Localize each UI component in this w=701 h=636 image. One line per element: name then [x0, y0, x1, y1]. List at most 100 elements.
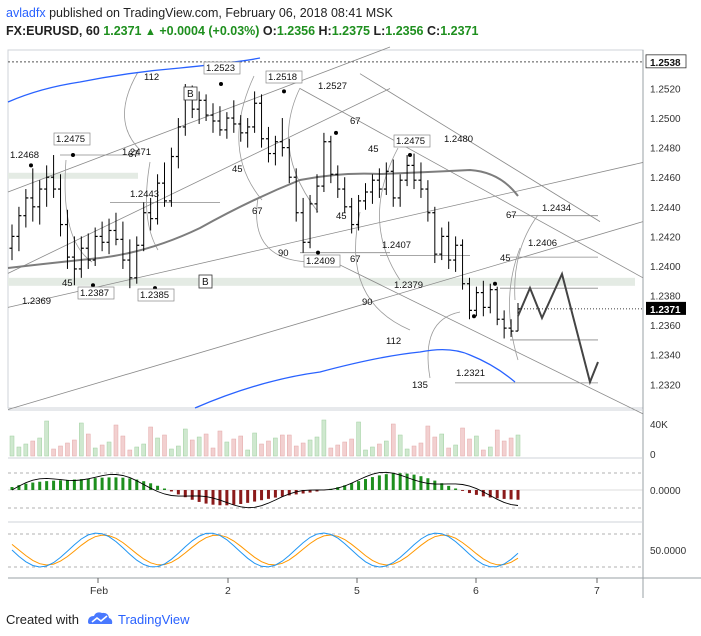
price-label: 1.2523 — [206, 63, 235, 74]
price-label: 1.2321 — [456, 368, 485, 379]
volume-bar — [127, 449, 133, 457]
angle-label: 135 — [412, 380, 428, 391]
macd-bar — [93, 478, 97, 490]
macd-bar — [419, 476, 423, 490]
angle-label: 45 — [500, 253, 511, 264]
volume-bar — [141, 443, 146, 457]
price-label-box — [393, 134, 431, 148]
volume-bar — [287, 434, 292, 457]
angle-label: 45 — [336, 211, 347, 222]
chart-canvas[interactable]: 1.2468 1.2475 1.2471 1.2443 1.2387 1.2385 1.23… — [0, 40, 701, 604]
angle-label: 45 — [368, 144, 379, 155]
volume-bar — [210, 447, 216, 457]
macd-bar — [266, 490, 270, 499]
macd-bar — [156, 485, 160, 490]
volume-bar — [300, 442, 306, 457]
swing-point — [408, 153, 412, 158]
volume-bar — [155, 437, 160, 457]
volume-bar — [72, 439, 77, 457]
cycle-arc — [64, 159, 93, 263]
low-value: 1.2356 — [385, 24, 424, 38]
volume-bar — [189, 439, 195, 457]
price-label: 1.2468 — [10, 150, 39, 161]
high-value: 1.2375 — [331, 24, 370, 38]
macd-bar — [364, 479, 368, 490]
price-change: +0.0004 (+0.03%) — [159, 24, 260, 38]
current-price-label: 1.2371 — [650, 305, 681, 316]
macd-bar — [273, 490, 277, 498]
volume-bar — [460, 427, 465, 457]
price-tick: 1.2500 — [650, 114, 681, 125]
macd-bar — [149, 483, 153, 490]
trend-line — [7, 88, 391, 274]
volume-bar — [467, 438, 472, 457]
macd-bar — [495, 490, 499, 499]
stoch-d-line — [11, 534, 519, 566]
cycle-arc — [256, 197, 311, 263]
cycle-arc — [509, 247, 521, 361]
macd-bar — [391, 473, 395, 490]
macd-bar — [260, 490, 264, 501]
price-tick: 1.2460 — [650, 173, 681, 184]
macd-bar — [412, 474, 416, 490]
volume-bar — [370, 446, 375, 457]
macd-bar — [218, 490, 222, 506]
price-tick: 1.2480 — [650, 144, 681, 155]
volume-bar — [176, 445, 181, 457]
top-price-box — [645, 54, 687, 69]
volume-bar — [51, 448, 56, 457]
footer: Created with TradingView — [0, 604, 701, 636]
volume-bar — [425, 425, 431, 457]
price-label-box — [265, 70, 303, 84]
volume-tick: 40K — [650, 420, 668, 431]
macd-bar — [467, 490, 471, 494]
volume-bar — [30, 440, 36, 457]
macd-bar — [169, 490, 173, 492]
swing-point — [334, 130, 338, 135]
author-link[interactable]: avladfx — [6, 6, 46, 20]
published-text: published on TradingView.com, February 0… — [49, 6, 393, 20]
pattern-marker-box — [198, 274, 213, 289]
support-band — [8, 172, 138, 179]
swing-point — [282, 89, 286, 94]
swing-point — [493, 281, 497, 286]
macd-bar — [183, 490, 187, 498]
angle-label: 67 — [506, 210, 517, 221]
macd-bar — [350, 483, 354, 490]
volume-bar — [99, 444, 105, 457]
macd-bar — [10, 487, 14, 490]
price-label: 1.2434 — [542, 203, 571, 214]
price-tick: 1.2520 — [650, 84, 681, 95]
macd-bar — [52, 480, 56, 490]
volume-bar — [397, 434, 403, 457]
volume-bar — [245, 449, 250, 457]
price-label-box — [203, 61, 241, 75]
tradingview-brand[interactable]: TradingView — [118, 612, 190, 627]
macd-bar — [72, 479, 76, 490]
volume-bar — [432, 436, 438, 457]
macd-signal-line — [11, 471, 519, 509]
angle-label: 67 — [128, 149, 139, 160]
tradingview-logo-icon[interactable] — [86, 610, 114, 630]
volume-bar — [120, 435, 126, 457]
volume-bar — [231, 438, 237, 457]
volume-bar — [106, 441, 112, 457]
volume-bar — [314, 436, 320, 457]
swing-point — [91, 283, 95, 288]
macd-bar — [225, 490, 229, 506]
macd-bar — [176, 490, 180, 495]
volume-bar — [273, 437, 278, 457]
cycle-arc — [288, 87, 319, 213]
cycle-arc — [146, 161, 159, 251]
macd-bar — [308, 490, 312, 493]
volume-bar — [293, 445, 299, 457]
stoch-k-line — [11, 532, 519, 568]
volume-bar — [259, 443, 264, 457]
top-price-label: 1.2538 — [650, 58, 681, 69]
time-tick: 7 — [594, 585, 600, 597]
price-label: 1.2475 — [396, 136, 425, 147]
volume-bar — [356, 421, 361, 457]
volume-bar — [252, 432, 257, 457]
cycle-arc — [238, 75, 263, 201]
volume-bar — [321, 419, 327, 457]
